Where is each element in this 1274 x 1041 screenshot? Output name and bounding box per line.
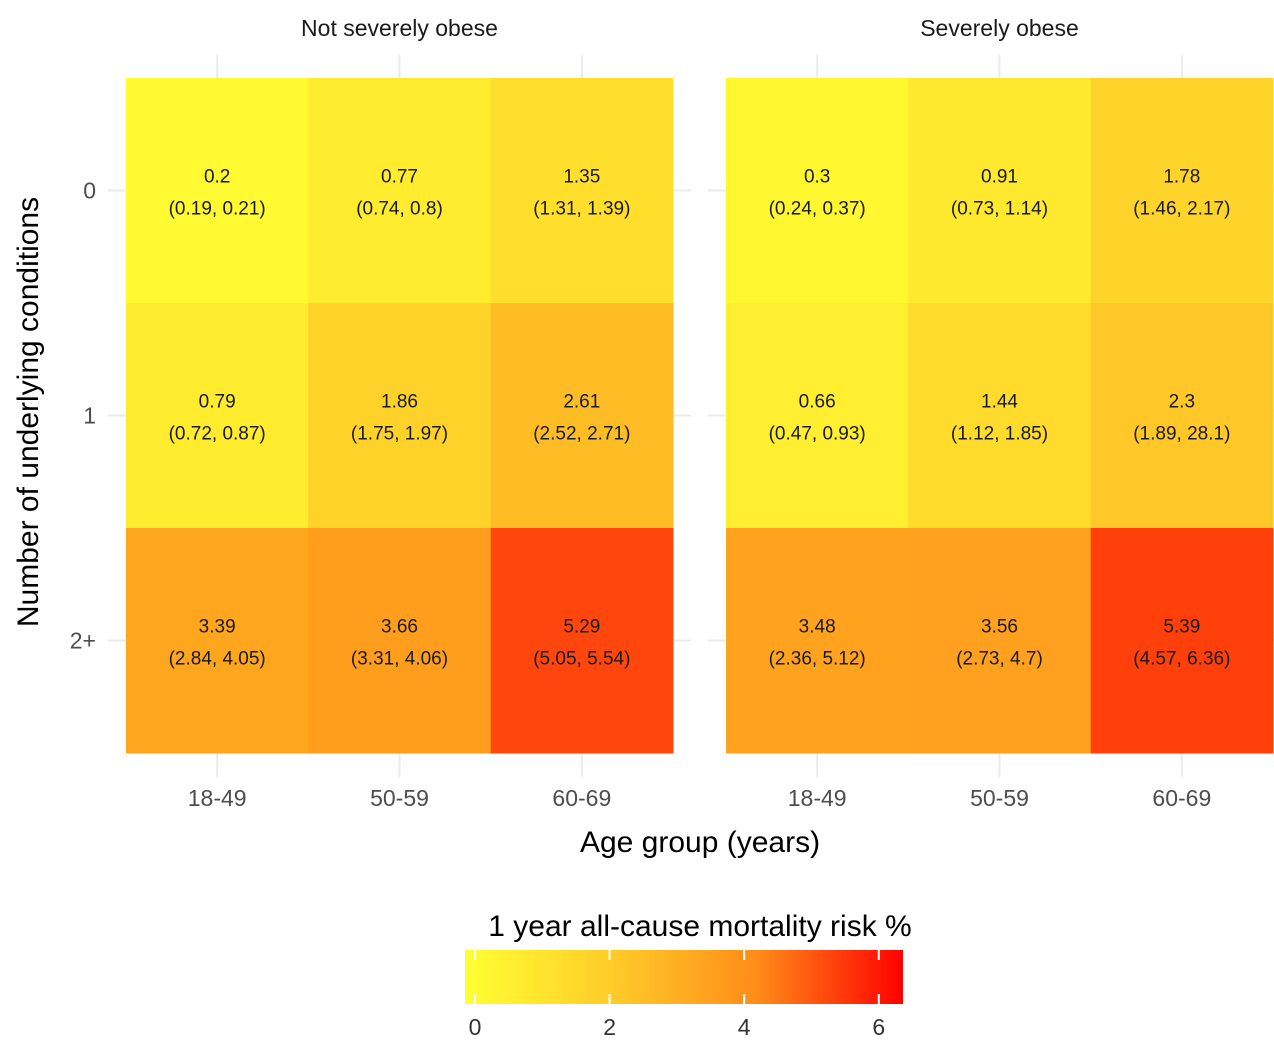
cell-ci-label: (0.24, 0.37): [769, 199, 866, 220]
cell-ci-label: (1.31, 1.39): [533, 199, 630, 220]
cell-ci-label: (5.05, 5.54): [533, 649, 630, 670]
heatmap-cell: [726, 78, 909, 304]
cell-ci-label: (2.52, 2.71): [533, 424, 630, 445]
legend-tick-label: 2: [603, 1014, 616, 1040]
heatmap-cell: [308, 528, 492, 754]
cell-value-label: 5.39: [1163, 617, 1200, 638]
cell-ci-label: (1.75, 1.97): [351, 424, 448, 445]
heatmap-cell: [490, 303, 674, 529]
heatmap-cell: [126, 78, 309, 304]
cell-value-label: 5.29: [563, 617, 600, 638]
cell-ci-label: (2.36, 5.12): [769, 649, 866, 670]
x-tick-label: 60-69: [1152, 785, 1211, 811]
cell-ci-label: (1.46, 2.17): [1133, 199, 1230, 220]
facet-panel: Not severely obese 0.2 (0.19, 0.21) 0.77 (0.…: [108, 15, 691, 811]
y-tick-label: 1: [83, 403, 96, 429]
y-tick-label: 2+: [70, 628, 96, 654]
x-axis-title: Age group (years): [580, 826, 820, 859]
x-tick-label: 50-59: [370, 785, 429, 811]
cell-value-label: 0.3: [804, 167, 830, 188]
facet-panel: Severely obese 0.3 (0.24, 0.37) 0.91 (0.73, …: [708, 15, 1274, 811]
facet-title: Not severely obese: [301, 15, 498, 41]
y-tick-label: 0: [83, 178, 96, 204]
cell-value-label: 1.44: [981, 392, 1018, 413]
cell-ci-label: (4.57, 6.36): [1133, 649, 1230, 670]
heatmap-cell: [726, 528, 909, 754]
cell-ci-label: (0.72, 0.87): [169, 424, 266, 445]
y-axis-title: Number of underlying conditions: [12, 197, 45, 627]
x-tick-label: 50-59: [970, 785, 1029, 811]
cell-ci-label: (1.12, 1.85): [951, 424, 1048, 445]
heatmap-cell: [1090, 528, 1274, 754]
heatmap-cell: [308, 303, 492, 529]
cell-value-label: 3.66: [381, 617, 418, 638]
heatmap-cell: [126, 303, 309, 529]
cell-ci-label: (0.47, 0.93): [769, 424, 866, 445]
cell-ci-label: (1.89, 28.1): [1133, 424, 1230, 445]
heatmap-cell: [308, 78, 492, 304]
x-tick-label: 18-49: [788, 785, 847, 811]
legend-tick-label: 0: [469, 1014, 482, 1040]
cell-value-label: 0.77: [381, 167, 418, 188]
facet-title: Severely obese: [920, 15, 1079, 41]
heatmap-cell: [490, 78, 674, 304]
heatmap-cell: [908, 78, 1092, 304]
cell-ci-label: (0.74, 0.8): [356, 199, 443, 220]
cell-value-label: 0.2: [204, 167, 230, 188]
heatmap-cell: [908, 528, 1092, 754]
cell-value-label: 0.91: [981, 167, 1018, 188]
legend-title: 1 year all-cause mortality risk %: [488, 910, 911, 943]
cell-value-label: 3.48: [799, 617, 836, 638]
color-legend: 1 year all-cause mortality risk % 0 2 4 6: [465, 910, 912, 1040]
cell-ci-label: (3.31, 4.06): [351, 649, 448, 670]
heatmap-cell: [908, 303, 1092, 529]
heatmap-cell: [726, 303, 909, 529]
cell-value-label: 3.56: [981, 617, 1018, 638]
legend-tick-label: 6: [872, 1014, 885, 1040]
x-tick-label: 60-69: [552, 785, 611, 811]
cell-ci-label: (0.73, 1.14): [951, 199, 1048, 220]
cell-value-label: 0.79: [199, 392, 236, 413]
x-tick-label: 18-49: [188, 785, 247, 811]
cell-value-label: 1.86: [381, 392, 418, 413]
heatmap-cell: [1090, 78, 1274, 304]
cell-ci-label: (2.73, 4.7): [956, 649, 1043, 670]
heatmap-cell: [1090, 303, 1274, 529]
cell-ci-label: (0.19, 0.21): [169, 199, 266, 220]
cell-value-label: 0.66: [799, 392, 836, 413]
heatmap-cell: [490, 528, 674, 754]
cell-value-label: 1.78: [1163, 167, 1200, 188]
cell-value-label: 3.39: [199, 617, 236, 638]
legend-tick-label: 4: [738, 1014, 751, 1040]
cell-value-label: 2.3: [1169, 392, 1195, 413]
heatmap-cell: [126, 528, 309, 754]
cell-value-label: 1.35: [563, 167, 600, 188]
cell-ci-label: (2.84, 4.05): [169, 649, 266, 670]
cell-value-label: 2.61: [563, 392, 600, 413]
legend-colorbar: [465, 950, 903, 1004]
